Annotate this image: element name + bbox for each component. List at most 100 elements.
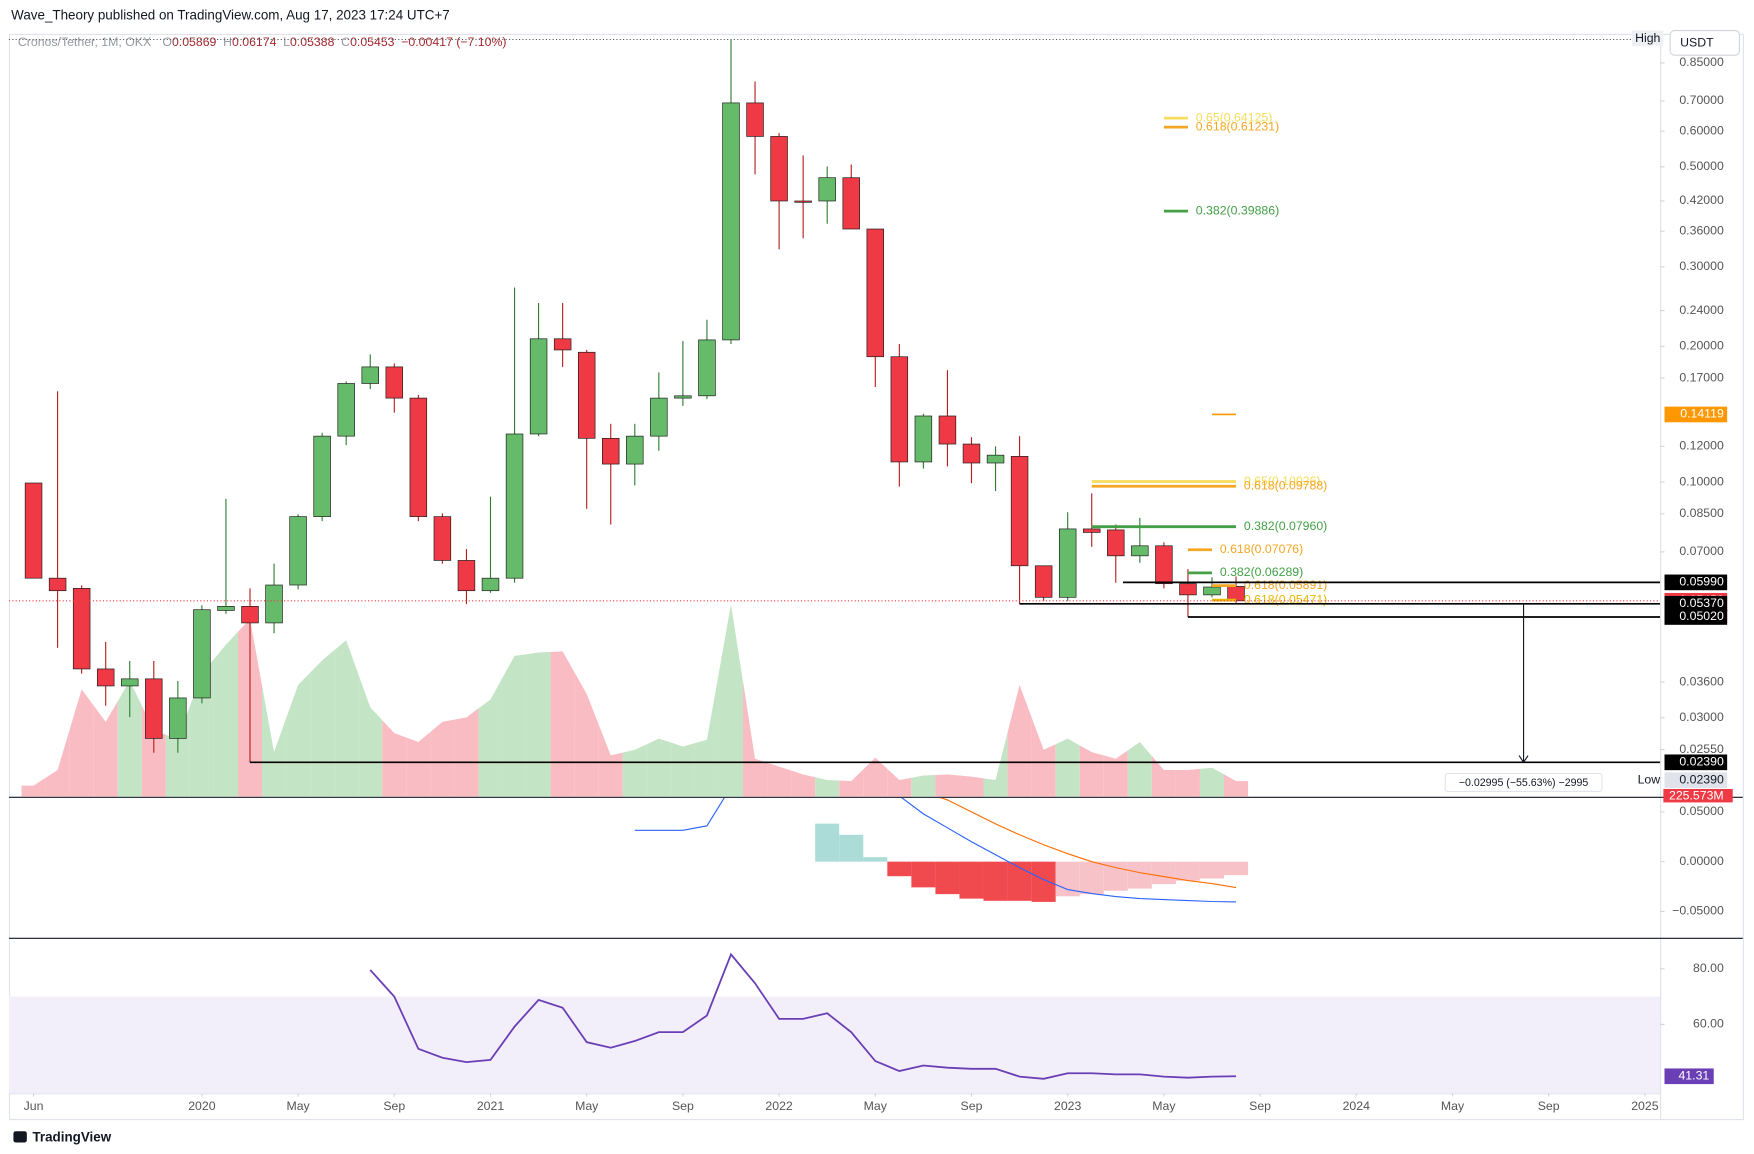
y-tick-label: 0.10000	[1679, 474, 1724, 488]
volume-area	[887, 768, 912, 797]
x-tick-label: May	[1152, 1099, 1176, 1113]
candle-body	[746, 102, 764, 137]
volume-area	[286, 672, 311, 797]
x-tick-label: 2025	[1631, 1099, 1659, 1113]
low-label: Low	[1638, 772, 1661, 786]
price-label-box	[1664, 754, 1728, 771]
candle-body	[265, 584, 283, 624]
volume-area	[694, 672, 719, 797]
candle-body	[818, 177, 836, 202]
y-tick-label: 0.50000	[1679, 159, 1724, 173]
candle-body	[433, 516, 452, 561]
volume-area	[45, 729, 70, 797]
y-tick-label: 80.00	[1693, 961, 1724, 975]
volume-area	[622, 744, 647, 797]
candle-body	[1227, 586, 1245, 602]
x-tick-label: Sep	[1538, 1099, 1560, 1113]
candle-body	[72, 588, 91, 670]
volume-area	[1224, 774, 1249, 797]
volume-area	[117, 680, 142, 797]
macd-histogram-bar	[1031, 861, 1056, 902]
volume-area	[310, 650, 335, 797]
fib-label: 0.618(0.61231)	[1196, 119, 1279, 133]
price-label: 0.14119	[1680, 407, 1724, 421]
candles	[24, 39, 1245, 763]
candle-body	[337, 383, 355, 437]
macd-histogram-bar	[1224, 861, 1249, 876]
candle-body	[457, 560, 476, 592]
rsi-band	[8, 996, 1661, 1094]
macd-histogram-bar	[1151, 861, 1176, 885]
candle-body	[770, 136, 788, 202]
x-tick-label: 2021	[477, 1099, 505, 1113]
price-label-box	[1664, 406, 1728, 423]
volume-area	[358, 673, 383, 797]
x-tick-label: 2024	[1343, 1099, 1371, 1113]
candle-body	[169, 697, 187, 739]
macd-histogram-bar	[983, 861, 1008, 901]
price-label: 0.05990	[1679, 575, 1724, 589]
candle-body	[217, 606, 235, 611]
macd-histogram-bar	[1103, 861, 1128, 891]
candle-body	[674, 395, 692, 399]
rsi-value-label: 41.31	[1678, 1069, 1709, 1083]
candle-body	[289, 516, 307, 586]
y-tick-label: 0.02550	[1679, 742, 1724, 756]
candle-body	[145, 678, 163, 739]
y-tick-label: 0.85000	[1679, 55, 1724, 69]
fib-label: 0.618(0.07076)	[1220, 542, 1303, 556]
volume-area	[382, 720, 407, 797]
volume-area	[863, 757, 888, 797]
volume-area	[815, 777, 840, 797]
x-tick-label: May	[575, 1099, 599, 1113]
macd-histogram-bar	[1079, 861, 1104, 895]
volume-area	[454, 708, 479, 797]
volume-area	[93, 701, 118, 797]
measure-box	[1444, 772, 1603, 792]
price-label-box	[1664, 574, 1728, 591]
brand-name: TradingView	[32, 1130, 111, 1145]
candle-body	[529, 338, 548, 435]
volume-area	[718, 604, 744, 797]
macd-histogram-bar	[911, 861, 936, 888]
y-tick-label: 0.08500	[1679, 506, 1724, 520]
candle-body	[96, 668, 115, 687]
volume-area	[839, 769, 864, 797]
signal-line	[939, 797, 1237, 889]
x-tick-label: 2022	[765, 1099, 793, 1113]
candle-body	[505, 433, 524, 579]
macd-histogram-bar	[1127, 861, 1152, 889]
legend-value: 0.05869	[172, 35, 217, 49]
price-label: 0.02390	[1679, 755, 1724, 769]
candle-body	[241, 606, 259, 624]
volume-area	[911, 775, 936, 797]
candle-body	[48, 577, 67, 592]
volume-area	[478, 677, 503, 797]
low-value-box	[1664, 772, 1728, 789]
candle-body	[121, 678, 139, 687]
candle-body	[577, 351, 596, 439]
x-tick-label: May	[286, 1099, 310, 1113]
candle-body	[193, 609, 211, 699]
candle-body	[1058, 528, 1077, 598]
legend-value: 0.05388	[290, 35, 335, 49]
macd-histogram-bar	[815, 823, 840, 862]
volume-area	[646, 738, 671, 797]
y-tick-label: 0.17000	[1679, 370, 1724, 384]
currency-box[interactable]	[1669, 29, 1741, 56]
candle-body	[866, 228, 885, 358]
y-tick-label: 0.05000	[1679, 804, 1724, 818]
plot-layer: Cronos/Tether, 1M, OKX O0.05869 H0.06174 L0…	[8, 30, 1733, 1113]
currency[interactable]: USDT	[1680, 36, 1714, 50]
y-tick-label: 0.03600	[1679, 674, 1724, 688]
volume-area	[1151, 755, 1176, 797]
high-box	[1632, 30, 1664, 47]
candle-body	[602, 437, 620, 465]
x-tick-label: Sep	[1249, 1099, 1271, 1113]
macd-pane	[634, 797, 1249, 903]
candle-body	[986, 454, 1005, 464]
candle-body	[1179, 583, 1197, 596]
x-tick-label: May	[1441, 1099, 1465, 1113]
rsi-pane	[8, 952, 1661, 1094]
